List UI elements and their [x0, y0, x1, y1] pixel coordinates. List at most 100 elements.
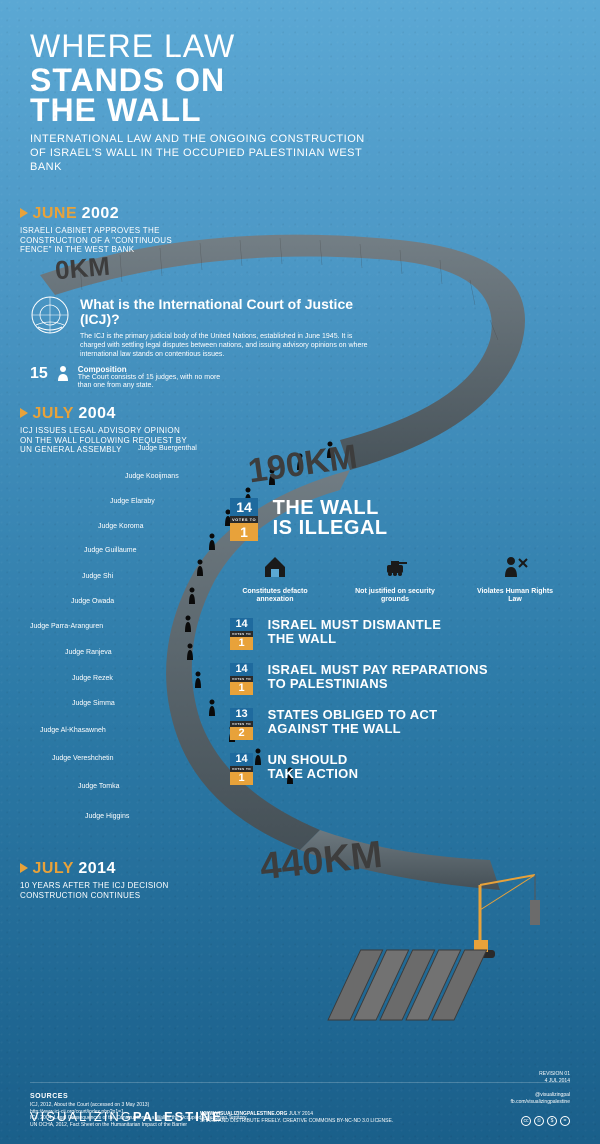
judge-name: Judge Shi [82, 573, 113, 580]
reason-annexation: Constitutes defacto annexation [230, 555, 320, 603]
votes-for: 13 [230, 708, 253, 721]
judge-name: Judge Higgins [85, 813, 129, 820]
ruling-item: 13 VOTES TO 2 STATES OBLIGED TO ACT AGAI… [230, 708, 437, 741]
cc-license-icons: cc ① $ = [521, 1116, 570, 1126]
composition-label: Composition [78, 365, 228, 374]
icj-composition: 15 Composition The Court consists of 15 … [30, 365, 228, 391]
timeline-caption: ICJ ISSUES LEGAL ADVISORY OPINION ON THE… [20, 426, 190, 455]
judge-name: Judge Kooijmans [125, 473, 179, 480]
judge-name: Judge Guillaume [84, 547, 137, 554]
ruling-line-2: AGAINST THE WALL [268, 722, 438, 736]
km-label: 190KM [246, 438, 360, 492]
km-label: 0KM [54, 251, 111, 287]
judge-name: Judge Parra-Aranguren [30, 623, 103, 630]
reasons-row: Constitutes defacto annexation Not justi… [230, 555, 560, 603]
timeline-marker: JULY 2014 10 YEARS AFTER THE ICJ DECISIO… [20, 860, 190, 900]
footer-meta: REVISION 01 4 JUL 2014 @visualizingpal f… [511, 1071, 570, 1106]
votes-against: 2 [230, 727, 253, 740]
icj-body: The ICJ is the primary judicial body of … [80, 332, 370, 359]
judge-name: Judge Koroma [98, 523, 144, 530]
ruling-line-2: TO PALESTINIANS [268, 677, 488, 691]
votes-to-label: VOTES TO [230, 516, 258, 523]
cc-icon: cc [521, 1116, 531, 1126]
footer-date: JULY 2014 [289, 1111, 313, 1117]
timeline-marker: JUNE 2002 ISRAELI CABINET APPROVES THE C… [20, 205, 190, 255]
ruling-item: 14 VOTES TO 1 ISRAEL MUST PAY REPARATION… [230, 663, 488, 696]
social-twitter: @visualizingpal [535, 1092, 570, 1098]
timeline-month: JULY [32, 405, 73, 423]
timeline-year: 2014 [78, 860, 116, 878]
chevron-right-icon [20, 863, 28, 873]
title-line-1: WHERE LAW [30, 28, 570, 65]
cc-nc-icon: $ [547, 1116, 557, 1126]
icj-explainer: What is the International Court of Justi… [80, 297, 370, 359]
judge-name: Judge Tomka [78, 783, 120, 790]
chevron-right-icon [20, 408, 28, 418]
ruling-title-1: THE WALL [273, 498, 388, 518]
votes-against: 1 [230, 637, 253, 650]
main-ruling: 14 VOTES TO 1 THE WALL IS ILLEGAL [230, 498, 388, 542]
vote-badge: 14 VOTES TO 1 [230, 498, 258, 541]
ruling-line-1: STATES OBLIGED TO ACT [268, 708, 438, 722]
timeline-year: 2004 [78, 405, 116, 423]
composition-text: The Court consists of 15 judges, with no… [78, 374, 228, 391]
ruling-item: 14 VOTES TO 1 UN SHOULD TAKE ACTION [230, 753, 358, 786]
footer: SOURCES ICJ, 2012, About the Court (acce… [0, 1070, 600, 1144]
votes-for: 14 [230, 498, 258, 516]
chevron-right-icon [20, 208, 28, 218]
revision: REVISION 01 [539, 1071, 570, 1077]
vote-badge: 13 VOTES TO 2 [230, 708, 253, 740]
icj-title: What is the International Court of Justi… [80, 297, 370, 328]
ruling-line-1: ISRAEL MUST PAY REPARATIONS [268, 663, 488, 677]
votes-against: 1 [230, 772, 253, 785]
house-icon [261, 555, 289, 579]
cc-by-icon: ① [534, 1116, 544, 1126]
header: WHERE LAW STANDS ON THE WALL INTERNATION… [0, 0, 600, 185]
subtitle: INTERNATIONAL LAW AND THE ONGOING CONSTR… [30, 132, 370, 175]
wall-slabs-illustration [320, 930, 500, 1050]
reason-rights: Violates Human Rights Law [470, 555, 560, 603]
reason-text: Violates Human Rights Law [470, 588, 560, 603]
judge-name: Judge Ranjeva [65, 649, 112, 656]
reason-text: Not justified on security grounds [350, 588, 440, 603]
ruling-line-1: UN SHOULD [268, 753, 359, 767]
timeline-year: 2002 [82, 205, 120, 223]
person-cross-icon [501, 555, 529, 579]
judge-name: Judge Elaraby [110, 498, 155, 505]
un-logo-icon [30, 295, 70, 335]
title-line-2: STANDS ON [30, 65, 570, 95]
votes-against: 1 [230, 682, 253, 695]
vote-badge: 14 VOTES TO 1 [230, 753, 253, 785]
votes-for: 14 [230, 618, 253, 631]
ruling-title-2: IS ILLEGAL [273, 518, 388, 538]
vote-badge: 14 VOTES TO 1 [230, 663, 253, 695]
judge-name: Judge Vereshchetin [52, 755, 114, 762]
vote-badge: 14 VOTES TO 1 [230, 618, 253, 650]
title-line-3: THE WALL [30, 95, 570, 125]
km-label: 440KM [258, 834, 384, 890]
footer-attribution: WWW.VISUALIZINGPALESTINE.ORG JULY 2014 S… [200, 1111, 393, 1124]
tank-icon [381, 555, 409, 579]
timeline-caption: 10 YEARS AFTER THE ICJ DECISION CONSTRUC… [20, 881, 190, 900]
reason-security: Not justified on security grounds [350, 555, 440, 603]
judge-name: Judge Owada [71, 598, 114, 605]
judge-icon [56, 365, 70, 381]
footer-license: SHARE AND DISTRIBUTE FREELY. CREATIVE CO… [200, 1118, 393, 1124]
votes-for: 14 [230, 753, 253, 766]
reason-text: Constitutes defacto annexation [230, 588, 320, 603]
timeline-marker: JULY 2004 ICJ ISSUES LEGAL ADVISORY OPIN… [20, 405, 190, 455]
votes-against: 1 [230, 523, 258, 541]
judge-name: Judge Simma [72, 700, 115, 707]
composition-number: 15 [30, 365, 48, 383]
footer-url: WWW.VISUALIZINGPALESTINE.ORG [200, 1111, 287, 1117]
ruling-item: 14 VOTES TO 1 ISRAEL MUST DISMANTLE THE … [230, 618, 441, 651]
sources-label: SOURCES [30, 1093, 570, 1100]
social-fb: fb.com/visualizingpalestine [511, 1099, 570, 1105]
timeline-month: JUNE [32, 205, 77, 223]
cc-nd-icon: = [560, 1116, 570, 1126]
ruling-line-1: ISRAEL MUST DISMANTLE [268, 618, 442, 632]
votes-for: 14 [230, 663, 253, 676]
revision-date: 4 JUL 2014 [545, 1078, 570, 1084]
judge-name: Judge Rezek [72, 675, 113, 682]
judge-name: Judge Al-Khasawneh [40, 727, 106, 734]
